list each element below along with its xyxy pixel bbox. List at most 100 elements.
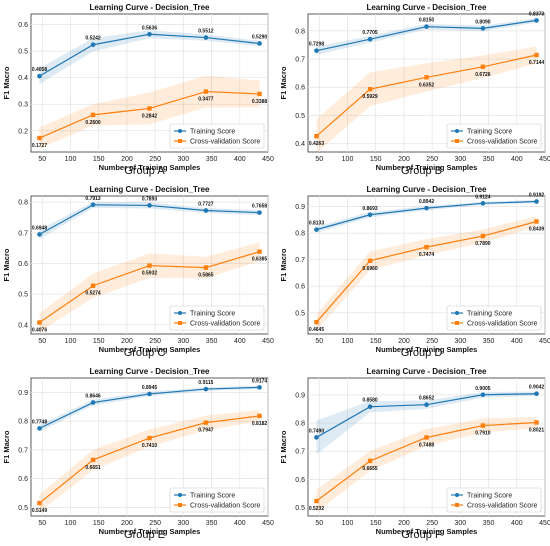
y-tick-label: 0.6 xyxy=(18,22,28,29)
cv-point xyxy=(90,112,96,118)
training-point xyxy=(37,232,42,237)
cv-point xyxy=(203,420,209,425)
data-label: 0.7890 xyxy=(475,241,491,247)
y-tick-label: 0.6 xyxy=(295,85,305,92)
data-label: 0.5274 xyxy=(85,291,101,297)
x-tick-label: 50 xyxy=(315,338,323,345)
x-tick-label: 350 xyxy=(483,520,495,527)
x-axis-label: Number of Training Samples xyxy=(99,163,201,172)
x-tick-label: 150 xyxy=(370,156,382,163)
data-label: 0.9042 xyxy=(529,385,545,391)
x-tick-label: 200 xyxy=(398,520,410,527)
data-label: 0.8580 xyxy=(362,398,378,404)
data-label: 0.5232 xyxy=(309,506,325,512)
data-label: 0.5932 xyxy=(142,271,158,277)
y-axis-label: F1 Macro xyxy=(2,430,11,463)
cv-point xyxy=(534,52,539,58)
y-tick-label: 0.9 xyxy=(18,390,28,397)
x-tick-label: 50 xyxy=(38,520,46,527)
data-label: 0.4076 xyxy=(32,327,48,333)
y-tick-label: 0.2 xyxy=(18,128,28,135)
chart-panel: 50 100 150 200 250 300 350 400 450 0.2 0.3 0.4 0.5 0.… xyxy=(2,3,274,177)
x-tick-label: 100 xyxy=(65,520,77,527)
training-point xyxy=(314,435,319,440)
legend-label: Training Score xyxy=(190,493,235,500)
x-tick-label: 400 xyxy=(234,156,246,163)
chart-title: Learning Curve - Decision_Tree xyxy=(89,367,210,376)
training-point xyxy=(367,36,373,42)
x-tick-label: 350 xyxy=(483,338,495,345)
data-label: 0.2842 xyxy=(142,113,158,119)
training-point xyxy=(257,385,262,390)
data-label: 0.7474 xyxy=(419,252,435,258)
legend-label: Training Score xyxy=(467,311,512,318)
chart-panel: 50 100 150 200 250 300 350 400 450 0.5 0.6 0.7 0.8 0.… xyxy=(2,367,274,541)
y-tick-label: 0.5 xyxy=(295,310,305,317)
y-tick-label: 0.6 xyxy=(295,284,305,291)
x-tick-label: 200 xyxy=(121,338,133,345)
training-point xyxy=(534,18,539,23)
training-point xyxy=(147,203,152,208)
data-label: 0.8942 xyxy=(419,199,435,205)
x-tick-label: 150 xyxy=(370,520,382,527)
training-point xyxy=(367,404,373,410)
x-tick-label: 250 xyxy=(426,156,438,163)
data-label: 0.7913 xyxy=(85,196,101,202)
legend-marker xyxy=(178,503,182,507)
data-label: 0.6385 xyxy=(252,257,268,263)
cv-point xyxy=(534,219,539,224)
y-tick-label: 0.6 xyxy=(18,261,28,268)
y-tick-label: 0.9 xyxy=(295,392,305,399)
cv-point xyxy=(534,420,539,425)
x-tick-label: 350 xyxy=(206,338,218,345)
data-label: 0.6352 xyxy=(419,82,435,88)
y-axis-label: F1 Macro xyxy=(279,66,288,99)
cv-point xyxy=(480,64,486,69)
y-tick-label: 0.4 xyxy=(295,141,305,148)
x-tick-label: 100 xyxy=(342,520,354,527)
data-label: 0.8652 xyxy=(419,396,435,402)
cv-point xyxy=(424,244,429,250)
legend-marker xyxy=(178,129,182,133)
training-point xyxy=(424,402,429,407)
cv-point xyxy=(480,233,486,239)
cv-point xyxy=(147,106,152,111)
legend-label: Cross-validation Score xyxy=(467,503,538,510)
data-label: 0.8133 xyxy=(309,221,325,227)
data-label: 0.7298 xyxy=(309,42,325,48)
x-tick-label: 150 xyxy=(93,520,105,527)
y-tick-label: 0.6 xyxy=(18,476,28,483)
x-tick-label: 50 xyxy=(38,156,46,163)
y-tick-label: 0.7 xyxy=(295,257,305,264)
data-label: 0.4058 xyxy=(32,67,48,73)
cv-point xyxy=(37,500,42,506)
x-tick-label: 300 xyxy=(178,520,190,527)
training-point xyxy=(203,208,209,213)
x-tick-label: 400 xyxy=(511,338,523,345)
series-band xyxy=(39,75,260,149)
x-tick-label: 100 xyxy=(342,156,354,163)
y-tick-label: 0.5 xyxy=(295,505,305,512)
data-label: 0.9174 xyxy=(252,378,268,384)
cv-point xyxy=(37,135,42,141)
y-tick-label: 0.5 xyxy=(18,505,28,512)
data-label: 0.7748 xyxy=(32,419,48,425)
data-label: 0.5149 xyxy=(32,508,48,514)
data-label: 0.1727 xyxy=(32,143,48,149)
x-axis-label: Number of Training Samples xyxy=(376,163,478,172)
group-caption: Group B xyxy=(401,165,442,177)
y-tick-label: 0.8 xyxy=(295,231,305,238)
training-point xyxy=(37,426,42,431)
x-tick-label: 150 xyxy=(370,338,382,345)
data-label: 0.2600 xyxy=(85,120,101,126)
legend xyxy=(446,487,542,513)
cv-point xyxy=(314,133,319,139)
training-point xyxy=(90,400,96,405)
training-point xyxy=(480,392,486,398)
data-label: 0.6948 xyxy=(32,225,48,231)
data-label: 0.9124 xyxy=(475,194,491,200)
legend-marker xyxy=(455,493,459,497)
training-point xyxy=(424,205,429,211)
training-point xyxy=(90,202,96,208)
